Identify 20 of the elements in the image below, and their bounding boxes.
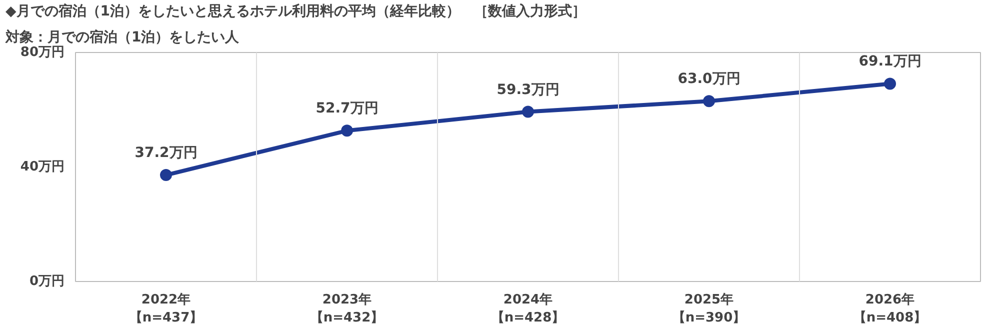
y-tick-label: 40万円	[20, 160, 65, 174]
point	[522, 106, 534, 118]
data-label: 52.7万円	[316, 100, 378, 117]
y-tick-label: 0万円	[29, 274, 64, 289]
chart-title: ◆月での宿泊（1泊）をしたいと思えるホテル利用料の平均（経年比較） ［数値入力形式］	[6, 2, 586, 20]
x-tick-label: 2022年【n=437】	[129, 292, 203, 326]
data-label: 69.1万円	[858, 54, 922, 70]
data-label: 37.2万円	[134, 145, 198, 162]
y-tick-label: 80万円	[20, 45, 65, 60]
point	[341, 124, 353, 137]
data-label: 63.0万円	[678, 71, 740, 88]
chart-subtitle: 対象：月での宿泊（1泊）をしたい人	[4, 28, 240, 46]
x-tick-label: 2023年【n=432】	[310, 292, 384, 326]
point	[160, 169, 172, 182]
point	[884, 78, 896, 90]
data-label: 59.3万円	[496, 82, 560, 98]
x-tick-label: 2026年【n=408】	[853, 292, 927, 326]
x-tick-label: 2024年【n=428】	[491, 292, 565, 326]
point	[703, 95, 715, 108]
x-tick-label: 2025年【n=390】	[672, 292, 746, 326]
